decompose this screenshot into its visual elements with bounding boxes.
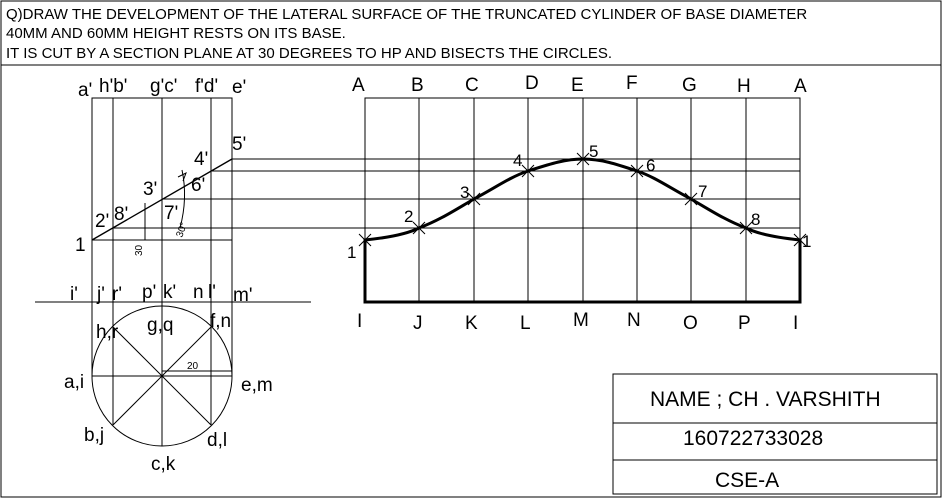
dev-bottom-label: P bbox=[738, 313, 751, 334]
height-dimension-label: 30 bbox=[134, 244, 145, 256]
dev-bottom-label: N bbox=[627, 310, 641, 331]
curve-point-markers bbox=[358, 152, 807, 247]
tv-label-fn: f,n bbox=[210, 311, 231, 332]
tv-label-ck: c,k bbox=[151, 454, 176, 475]
dev-curve-label: 4 bbox=[513, 151, 522, 170]
dev-bottom-label: K bbox=[465, 313, 478, 334]
roll-number: 160722733028 bbox=[683, 427, 823, 450]
question-line-1: Q)DRAW THE DEVELOPMENT OF THE LATERAL SU… bbox=[6, 6, 807, 23]
dev-curve-label: 7 bbox=[698, 182, 707, 201]
dev-curve-label: 1 bbox=[802, 232, 811, 251]
tv-label-hr: h,r bbox=[96, 322, 119, 343]
dev-curve-label: 6 bbox=[646, 156, 655, 175]
ref-label-r: r' bbox=[112, 284, 122, 305]
dev-top-label: E bbox=[571, 75, 584, 96]
dev-curve-label: 3 bbox=[460, 183, 469, 202]
tv-label-ai: a,i bbox=[64, 372, 84, 393]
question-line-2: 40MM AND 60MM HEIGHT RESTS ON ITS BASE. bbox=[6, 25, 346, 42]
dev-top-label: C bbox=[465, 75, 479, 96]
dev-curve-label: 5 bbox=[589, 142, 598, 161]
ref-label-m: m' bbox=[233, 285, 252, 306]
student-name: NAME ; CH . VARSHITH bbox=[650, 388, 881, 411]
development: A B C D E F G H A I J K L M N O P I 1 2 … bbox=[347, 73, 811, 334]
dev-bottom-label: M bbox=[573, 310, 589, 331]
tv-label-dl: d,l bbox=[207, 430, 227, 451]
ref-label-n: n bbox=[193, 282, 204, 303]
tv-label-gq: g,q bbox=[147, 315, 173, 336]
angle-arrow bbox=[177, 171, 187, 182]
fv-label-hb: h'b' bbox=[99, 76, 127, 97]
class-section: CSE-A bbox=[715, 469, 779, 492]
ref-label-i: i' bbox=[70, 284, 78, 305]
fv-label-e: e' bbox=[232, 77, 246, 98]
ref-label-j: j' bbox=[96, 284, 105, 305]
fv-point-2: 2' bbox=[95, 211, 109, 232]
fv-point-3: 3' bbox=[143, 179, 157, 200]
dev-curve-label: 2 bbox=[404, 207, 413, 226]
fv-point-5: 5' bbox=[232, 134, 246, 155]
title-block-frame bbox=[612, 373, 938, 495]
ref-label-l: l' bbox=[208, 282, 216, 303]
dev-bottom-label: L bbox=[520, 313, 531, 334]
dev-curve-label: 8 bbox=[751, 210, 760, 229]
fv-label-gc: g'c' bbox=[150, 76, 177, 97]
dev-top-label: A bbox=[352, 75, 365, 96]
dev-bottom-label: O bbox=[683, 313, 698, 334]
dev-bottom-label: I bbox=[793, 313, 798, 334]
dev-top-label: H bbox=[737, 76, 751, 97]
fv-point-7: 7' bbox=[164, 203, 178, 224]
fv-point-1: 1 bbox=[75, 235, 86, 256]
title-block: NAME ; CH . VARSHITH 160722733028 CSE-A bbox=[612, 373, 938, 495]
dev-top-label: F bbox=[626, 73, 638, 94]
dev-bottom-label: J bbox=[413, 313, 423, 334]
ref-label-p: p' bbox=[142, 282, 156, 303]
dev-top-label: A bbox=[794, 76, 807, 97]
fv-point-6: 6' bbox=[191, 175, 205, 196]
fv-label-fd: f'd' bbox=[195, 76, 218, 97]
front-view: 30 30° a' h'b' g'c' f'd' e' 1 2' 8' 3' 7… bbox=[75, 76, 246, 256]
question-line-3: IT IS CUT BY A SECTION PLANE AT 30 DEGRE… bbox=[6, 45, 612, 62]
dev-bottom-label: I bbox=[357, 311, 362, 332]
dev-curve-label: 1 bbox=[347, 243, 356, 262]
ref-label-k: k' bbox=[163, 282, 176, 303]
top-view: 20 h,r g,q f,n a,i e,m b,j d,l c,k bbox=[64, 98, 273, 475]
fv-point-8: 8' bbox=[114, 204, 128, 225]
angle-label: 30° bbox=[174, 221, 190, 239]
fv-point-4: 4' bbox=[194, 149, 208, 170]
fv-label-a: a' bbox=[78, 80, 92, 101]
dev-top-label: G bbox=[682, 75, 697, 96]
dev-top-label: D bbox=[525, 73, 539, 94]
radius-dimension-label: 20 bbox=[187, 361, 199, 372]
tv-label-em: e,m bbox=[241, 375, 273, 396]
tv-label-bj: b,j bbox=[84, 425, 104, 446]
dev-top-label: B bbox=[411, 75, 424, 96]
